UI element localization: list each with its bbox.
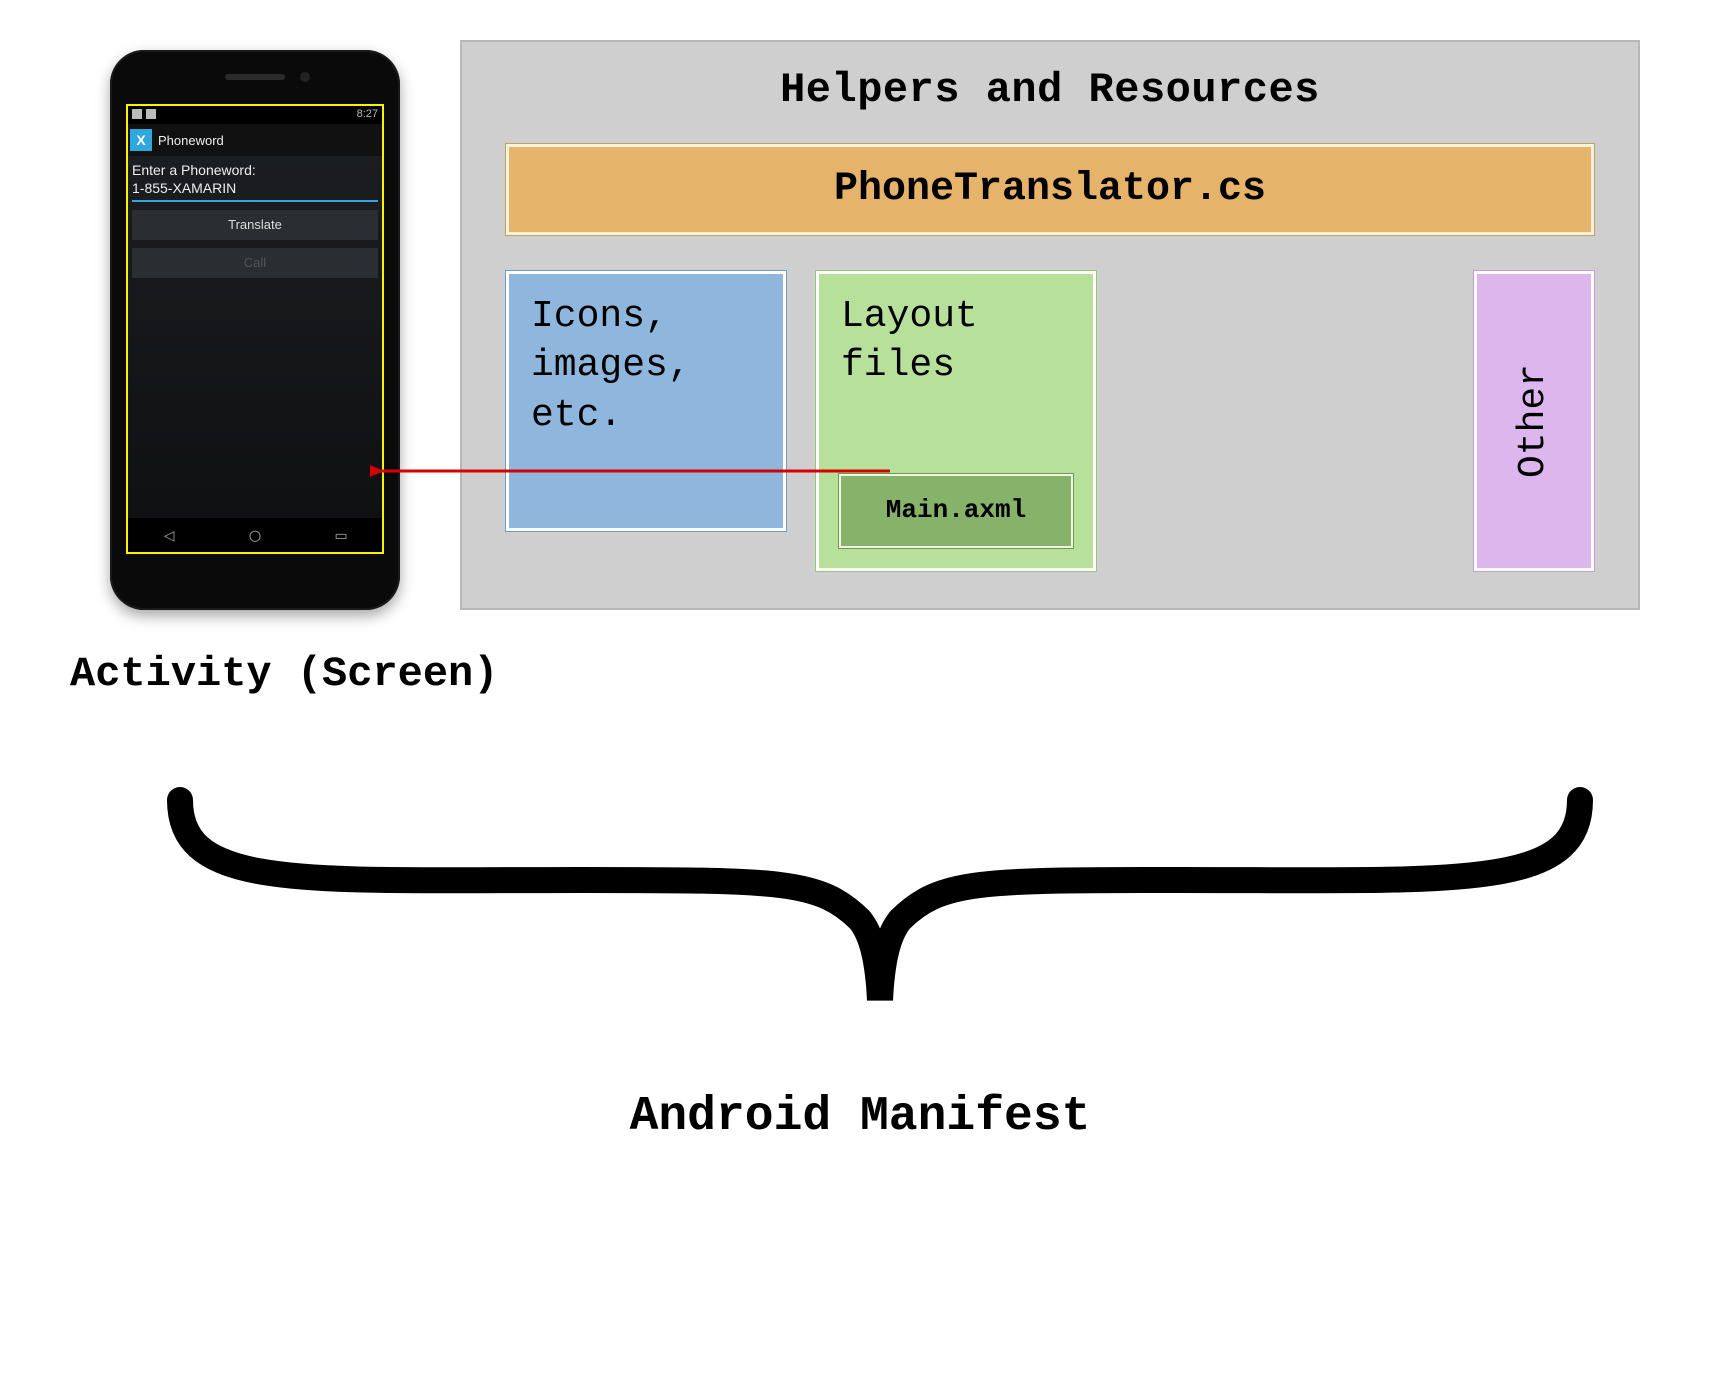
app-title: Phoneword: [158, 133, 224, 148]
call-button[interactable]: Call: [132, 248, 378, 278]
status-time: 8:27: [357, 104, 378, 124]
layout-files-box: Layout files Main.axml: [816, 271, 1096, 571]
phoneword-input[interactable]: 1-855-XAMARIN: [132, 180, 378, 202]
prompt-label: Enter a Phoneword:: [126, 156, 384, 180]
translate-button[interactable]: Translate: [132, 210, 378, 240]
status-bar: 8:27: [126, 104, 384, 124]
resources-columns: Icons, images, etc. Layout files Main.ax…: [496, 271, 1604, 571]
back-icon[interactable]: ◁: [164, 525, 175, 547]
main-axml-box: Main.axml: [839, 474, 1073, 548]
recent-icon[interactable]: ▭: [336, 525, 347, 547]
phonetranslator-file-box: PhoneTranslator.cs: [506, 144, 1594, 235]
curly-brace: [160, 780, 1600, 1040]
app-icon: X: [130, 129, 152, 151]
phone-screen: 8:27 X Phoneword Enter a Phoneword: 1-85…: [126, 104, 384, 554]
android-nav-bar: ◁ ◯ ▭: [126, 518, 384, 554]
phone-mockup: 8:27 X Phoneword Enter a Phoneword: 1-85…: [110, 50, 400, 610]
activity-caption: Activity (Screen): [70, 650, 498, 698]
resources-title: Helpers and Resources: [496, 66, 1604, 114]
phone-speaker: [225, 74, 285, 80]
phone-body: 8:27 X Phoneword Enter a Phoneword: 1-85…: [110, 50, 400, 610]
app-bar: X Phoneword: [126, 124, 384, 156]
icons-box: Icons, images, etc.: [506, 271, 786, 531]
layout-files-label: Layout files: [841, 295, 978, 387]
other-box: Other: [1474, 271, 1594, 571]
status-icons-left: [132, 104, 156, 124]
home-icon[interactable]: ◯: [250, 525, 261, 547]
manifest-caption: Android Manifest: [0, 1090, 1720, 1144]
other-box-label: Other: [1509, 364, 1558, 478]
phone-camera: [300, 72, 310, 82]
resources-panel: Helpers and Resources PhoneTranslator.cs…: [460, 40, 1640, 610]
icons-box-label: Icons, images, etc.: [531, 295, 691, 437]
